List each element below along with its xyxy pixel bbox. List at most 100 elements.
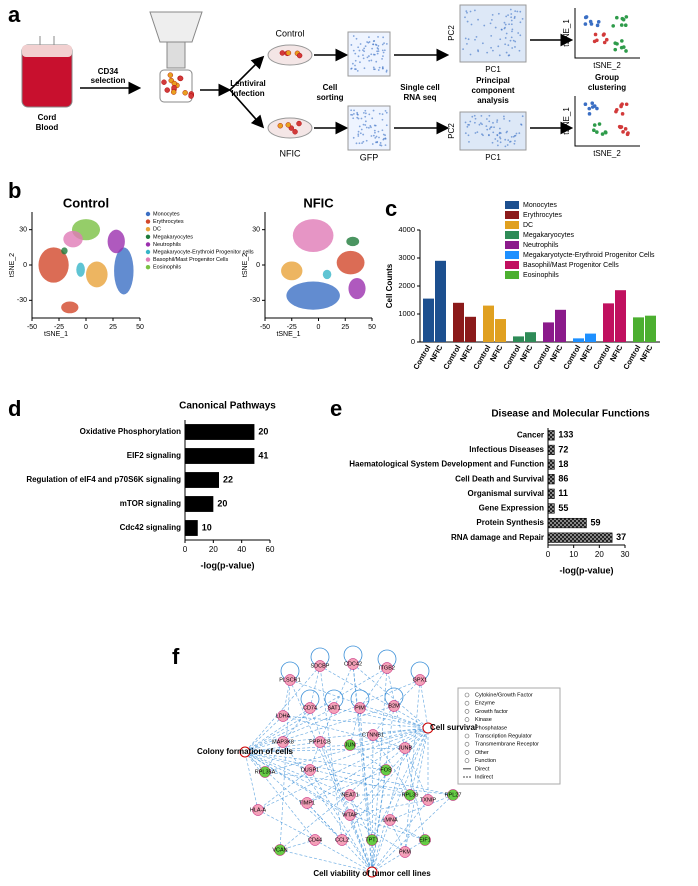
y-tick-label: -30 <box>17 297 27 304</box>
node <box>284 674 296 686</box>
step-label: Infection <box>231 89 264 98</box>
legend-label: Eosinophils <box>153 265 181 271</box>
decor-dot <box>504 145 507 148</box>
decor-dot <box>500 28 503 31</box>
decor-dot <box>375 141 377 144</box>
bar <box>495 319 506 342</box>
chart-title: NFIC <box>303 195 334 210</box>
decor-dot <box>510 135 513 138</box>
decor-dot <box>466 125 469 128</box>
decor-dot <box>480 115 483 117</box>
decor-dot <box>467 38 470 41</box>
category-label: Regulation of eIF4 and p70S6K signaling <box>26 475 181 484</box>
legend-label: Neutrophils <box>153 242 181 248</box>
decor-dot <box>511 47 514 49</box>
edge <box>349 794 373 841</box>
bar <box>185 424 255 440</box>
decor-dot <box>382 36 385 39</box>
node <box>354 702 366 714</box>
decor-dot <box>356 113 359 116</box>
decor-dot <box>519 34 522 37</box>
decor-dot <box>368 59 371 62</box>
decor-dot <box>486 51 489 54</box>
panel-label: c <box>385 196 397 221</box>
decor-dot <box>503 115 505 118</box>
decor-dot <box>466 20 469 23</box>
decor-dot <box>368 55 370 57</box>
edge <box>371 747 406 873</box>
cluster-region <box>61 247 68 255</box>
cluster-region <box>38 247 69 283</box>
legend-label: Transmembrane Receptor <box>475 742 539 748</box>
network-legend-box <box>457 687 561 785</box>
legend-label: Erythrocytes <box>523 212 562 219</box>
legend-label: Erythrocytes <box>153 219 184 225</box>
legend-symbol <box>464 725 470 731</box>
decor-dot <box>620 112 625 116</box>
bar <box>513 336 524 342</box>
decor-dot <box>350 67 353 70</box>
bar <box>465 316 476 342</box>
bar <box>435 260 446 342</box>
decor-dot <box>378 66 381 69</box>
category-label: RNA damage and Repair <box>451 533 544 542</box>
legend-label: Indirect <box>475 774 494 780</box>
decor-dot <box>491 13 494 16</box>
node <box>304 702 316 714</box>
decor-dot <box>368 36 370 39</box>
decor-dot <box>374 136 377 139</box>
decor-dot <box>499 141 502 144</box>
edge <box>371 799 429 873</box>
legend-swatch <box>505 231 519 239</box>
x-tick-label: NFIC <box>578 343 595 363</box>
decor-dot <box>352 112 355 115</box>
node <box>381 662 393 674</box>
node-label: JUNB <box>398 745 413 751</box>
legend-symbol <box>464 758 470 763</box>
y-tick-label: -30 <box>250 297 260 304</box>
legend-label: Phosphatase <box>475 725 507 731</box>
edge <box>282 715 406 749</box>
decor-dot <box>490 46 492 49</box>
node <box>336 834 348 846</box>
category-label: Infectious Diseases <box>469 445 544 454</box>
edge <box>257 727 429 811</box>
decor-dot <box>618 125 623 130</box>
decor-dot <box>381 57 383 60</box>
legend-swatch <box>145 234 151 239</box>
decor-dot <box>496 140 499 142</box>
x-tick-label: 20 <box>209 545 218 554</box>
condition-label: NFIC <box>280 148 301 158</box>
decor-dot <box>372 66 375 69</box>
legend-swatch <box>505 251 519 259</box>
decor-dot <box>513 15 516 18</box>
decor-dot <box>359 61 361 64</box>
node-label: MAP3K8 <box>272 739 294 745</box>
decor-dot <box>362 49 364 51</box>
decor-dot <box>613 47 618 52</box>
decor-dot <box>357 117 360 120</box>
edge <box>257 809 316 841</box>
edge <box>371 794 454 873</box>
edge <box>341 727 429 841</box>
decor-dot <box>519 10 522 13</box>
legend-label: DC <box>523 222 533 229</box>
cluster-region <box>346 236 360 247</box>
node <box>314 660 326 672</box>
decor-cell <box>277 123 283 129</box>
legend-swatch <box>505 221 519 229</box>
edge <box>244 751 351 796</box>
decor-dot <box>509 39 512 42</box>
decor-dot <box>509 8 512 11</box>
edge <box>306 727 429 804</box>
node-label: LDHA <box>276 713 291 719</box>
edge <box>244 744 351 753</box>
legend-label: Kinase <box>475 717 492 723</box>
decor-dot <box>354 52 357 55</box>
decor-dot <box>602 40 607 45</box>
decor-dot <box>479 122 482 125</box>
decor-dot <box>510 16 513 19</box>
decor-dot <box>497 45 500 48</box>
decor-dot <box>352 35 355 37</box>
cluster-region <box>86 261 108 288</box>
